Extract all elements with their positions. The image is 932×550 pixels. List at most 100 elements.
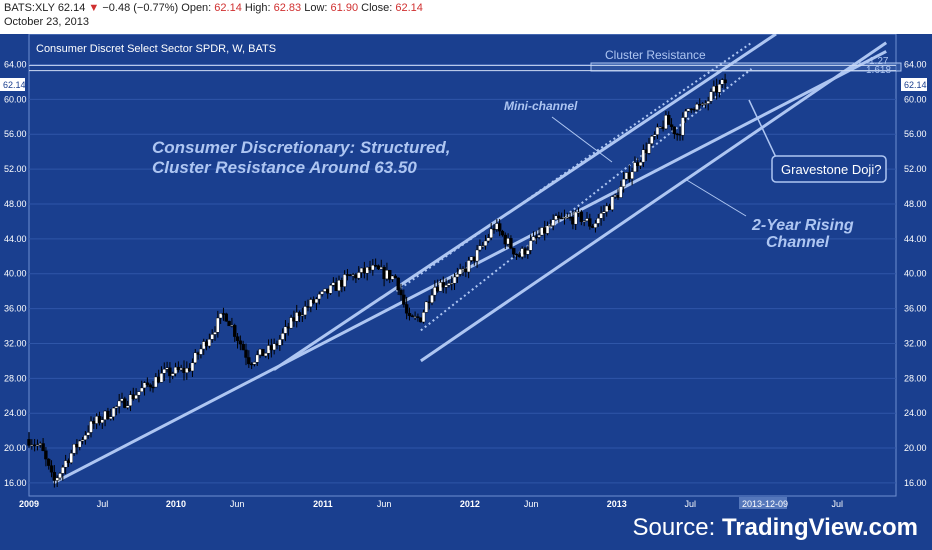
candle-down bbox=[275, 343, 279, 346]
candle-down bbox=[644, 149, 648, 154]
candle-up bbox=[537, 234, 541, 238]
y-axis: 16.00 16.00 20.00 20.00 24.00 24.00 28.00 28.00… bbox=[4, 60, 927, 488]
candle-up bbox=[424, 301, 429, 313]
candle-down bbox=[543, 227, 547, 234]
candle-down bbox=[227, 321, 231, 327]
candle-up bbox=[531, 236, 536, 241]
candle-up bbox=[357, 272, 361, 279]
candle-up bbox=[481, 245, 485, 247]
candle-up bbox=[562, 217, 567, 219]
candle-up bbox=[712, 86, 716, 92]
candle-up bbox=[461, 268, 465, 270]
candle-down bbox=[616, 195, 620, 198]
candle-up bbox=[390, 275, 395, 280]
candle-down bbox=[49, 465, 54, 473]
candle-down bbox=[221, 313, 226, 315]
candle-up bbox=[128, 394, 133, 406]
candle-up bbox=[466, 260, 471, 273]
channel-parallel-line bbox=[420, 41, 888, 363]
candle-up bbox=[447, 283, 451, 286]
candle-down bbox=[52, 472, 57, 481]
candle-up bbox=[633, 162, 637, 173]
y-tick-label-left: 64.00 bbox=[4, 60, 27, 70]
candle-up bbox=[554, 215, 558, 220]
candle-up bbox=[359, 267, 364, 273]
candle-up bbox=[89, 421, 93, 433]
candle-up bbox=[213, 332, 217, 335]
candle-up bbox=[173, 366, 178, 374]
candle-up bbox=[331, 282, 336, 286]
left-price-tag-text: 62.14 bbox=[3, 80, 26, 90]
y-tick-label-left: 32.00 bbox=[4, 338, 27, 348]
y-tick-label: 40.00 bbox=[904, 269, 927, 279]
candle-up bbox=[452, 276, 457, 284]
y-tick-label-left: 60.00 bbox=[4, 94, 27, 104]
open-label: Open: bbox=[181, 2, 212, 14]
candle-up bbox=[202, 341, 206, 350]
candle-down bbox=[590, 226, 595, 228]
candle-up bbox=[545, 225, 550, 234]
candle-up bbox=[385, 269, 389, 280]
candle-up bbox=[216, 317, 220, 333]
channel-pointer bbox=[684, 178, 747, 217]
y-tick-label-left: 16.00 bbox=[4, 478, 27, 488]
y-tick-label-left: 28.00 bbox=[4, 373, 27, 383]
candle-down bbox=[182, 367, 186, 373]
x-tick-label: Jul bbox=[685, 499, 697, 509]
candle-down bbox=[497, 223, 502, 232]
price-chart[interactable]: 16.00 16.00 20.00 20.00 24.00 24.00 28.00 28.00… bbox=[0, 34, 932, 518]
mini-channel-upper-line bbox=[395, 41, 753, 292]
candle-up bbox=[258, 348, 262, 356]
channel-label-line-2: Channel bbox=[766, 234, 830, 251]
candle-up bbox=[630, 171, 634, 179]
high-label: High: bbox=[244, 2, 271, 14]
candle-up bbox=[137, 391, 141, 396]
candle-down bbox=[47, 458, 51, 466]
candle-up bbox=[551, 219, 555, 226]
candle-down bbox=[534, 236, 538, 238]
y-tick-label: 48.00 bbox=[904, 199, 927, 209]
candle-down bbox=[678, 133, 682, 136]
candle-up bbox=[709, 91, 713, 102]
candle-down bbox=[661, 126, 665, 130]
candle-up bbox=[289, 317, 293, 329]
candle-down bbox=[435, 287, 440, 292]
candle-up bbox=[278, 339, 282, 346]
price-change: −0.48 (−0.77%) bbox=[102, 2, 179, 14]
y-tick-label: 28.00 bbox=[904, 373, 927, 383]
open-value: 62.14 bbox=[214, 2, 242, 14]
candle-up bbox=[120, 398, 124, 402]
candle-down bbox=[368, 267, 372, 271]
candle-down bbox=[523, 248, 527, 255]
source-prefix: Source: bbox=[632, 514, 722, 541]
candle-down bbox=[427, 301, 431, 304]
close-value: 62.14 bbox=[395, 2, 423, 14]
candle-up bbox=[478, 245, 482, 251]
candle-down bbox=[233, 325, 237, 337]
candle-up bbox=[35, 444, 40, 447]
y-tick-label: 32.00 bbox=[904, 338, 927, 348]
candle-up bbox=[540, 227, 544, 236]
y-tick-label-left: 56.00 bbox=[4, 129, 27, 139]
candle-down bbox=[348, 274, 352, 277]
y-tick-label: 56.00 bbox=[904, 129, 927, 139]
candle-up bbox=[574, 211, 578, 225]
candle-down bbox=[675, 133, 679, 136]
candle-up bbox=[207, 339, 212, 347]
candle-up bbox=[317, 293, 321, 300]
headline-line-2: Cluster Resistance Around 63.50 bbox=[152, 158, 417, 177]
candle-down bbox=[419, 317, 423, 323]
candle-up bbox=[695, 104, 699, 110]
x-tick-label: 2012 bbox=[460, 499, 480, 509]
candle-up bbox=[272, 343, 276, 351]
candle-down bbox=[41, 443, 45, 451]
y-tick-label: 36.00 bbox=[904, 304, 927, 314]
source-credit: Source: TradingView.com bbox=[633, 514, 918, 542]
candle-up bbox=[179, 367, 183, 371]
candle-up bbox=[342, 274, 347, 287]
candle-up bbox=[86, 432, 90, 436]
candle-down bbox=[393, 275, 398, 279]
candle-up bbox=[593, 223, 598, 228]
candle-down bbox=[306, 306, 310, 308]
candle-down bbox=[692, 108, 696, 111]
